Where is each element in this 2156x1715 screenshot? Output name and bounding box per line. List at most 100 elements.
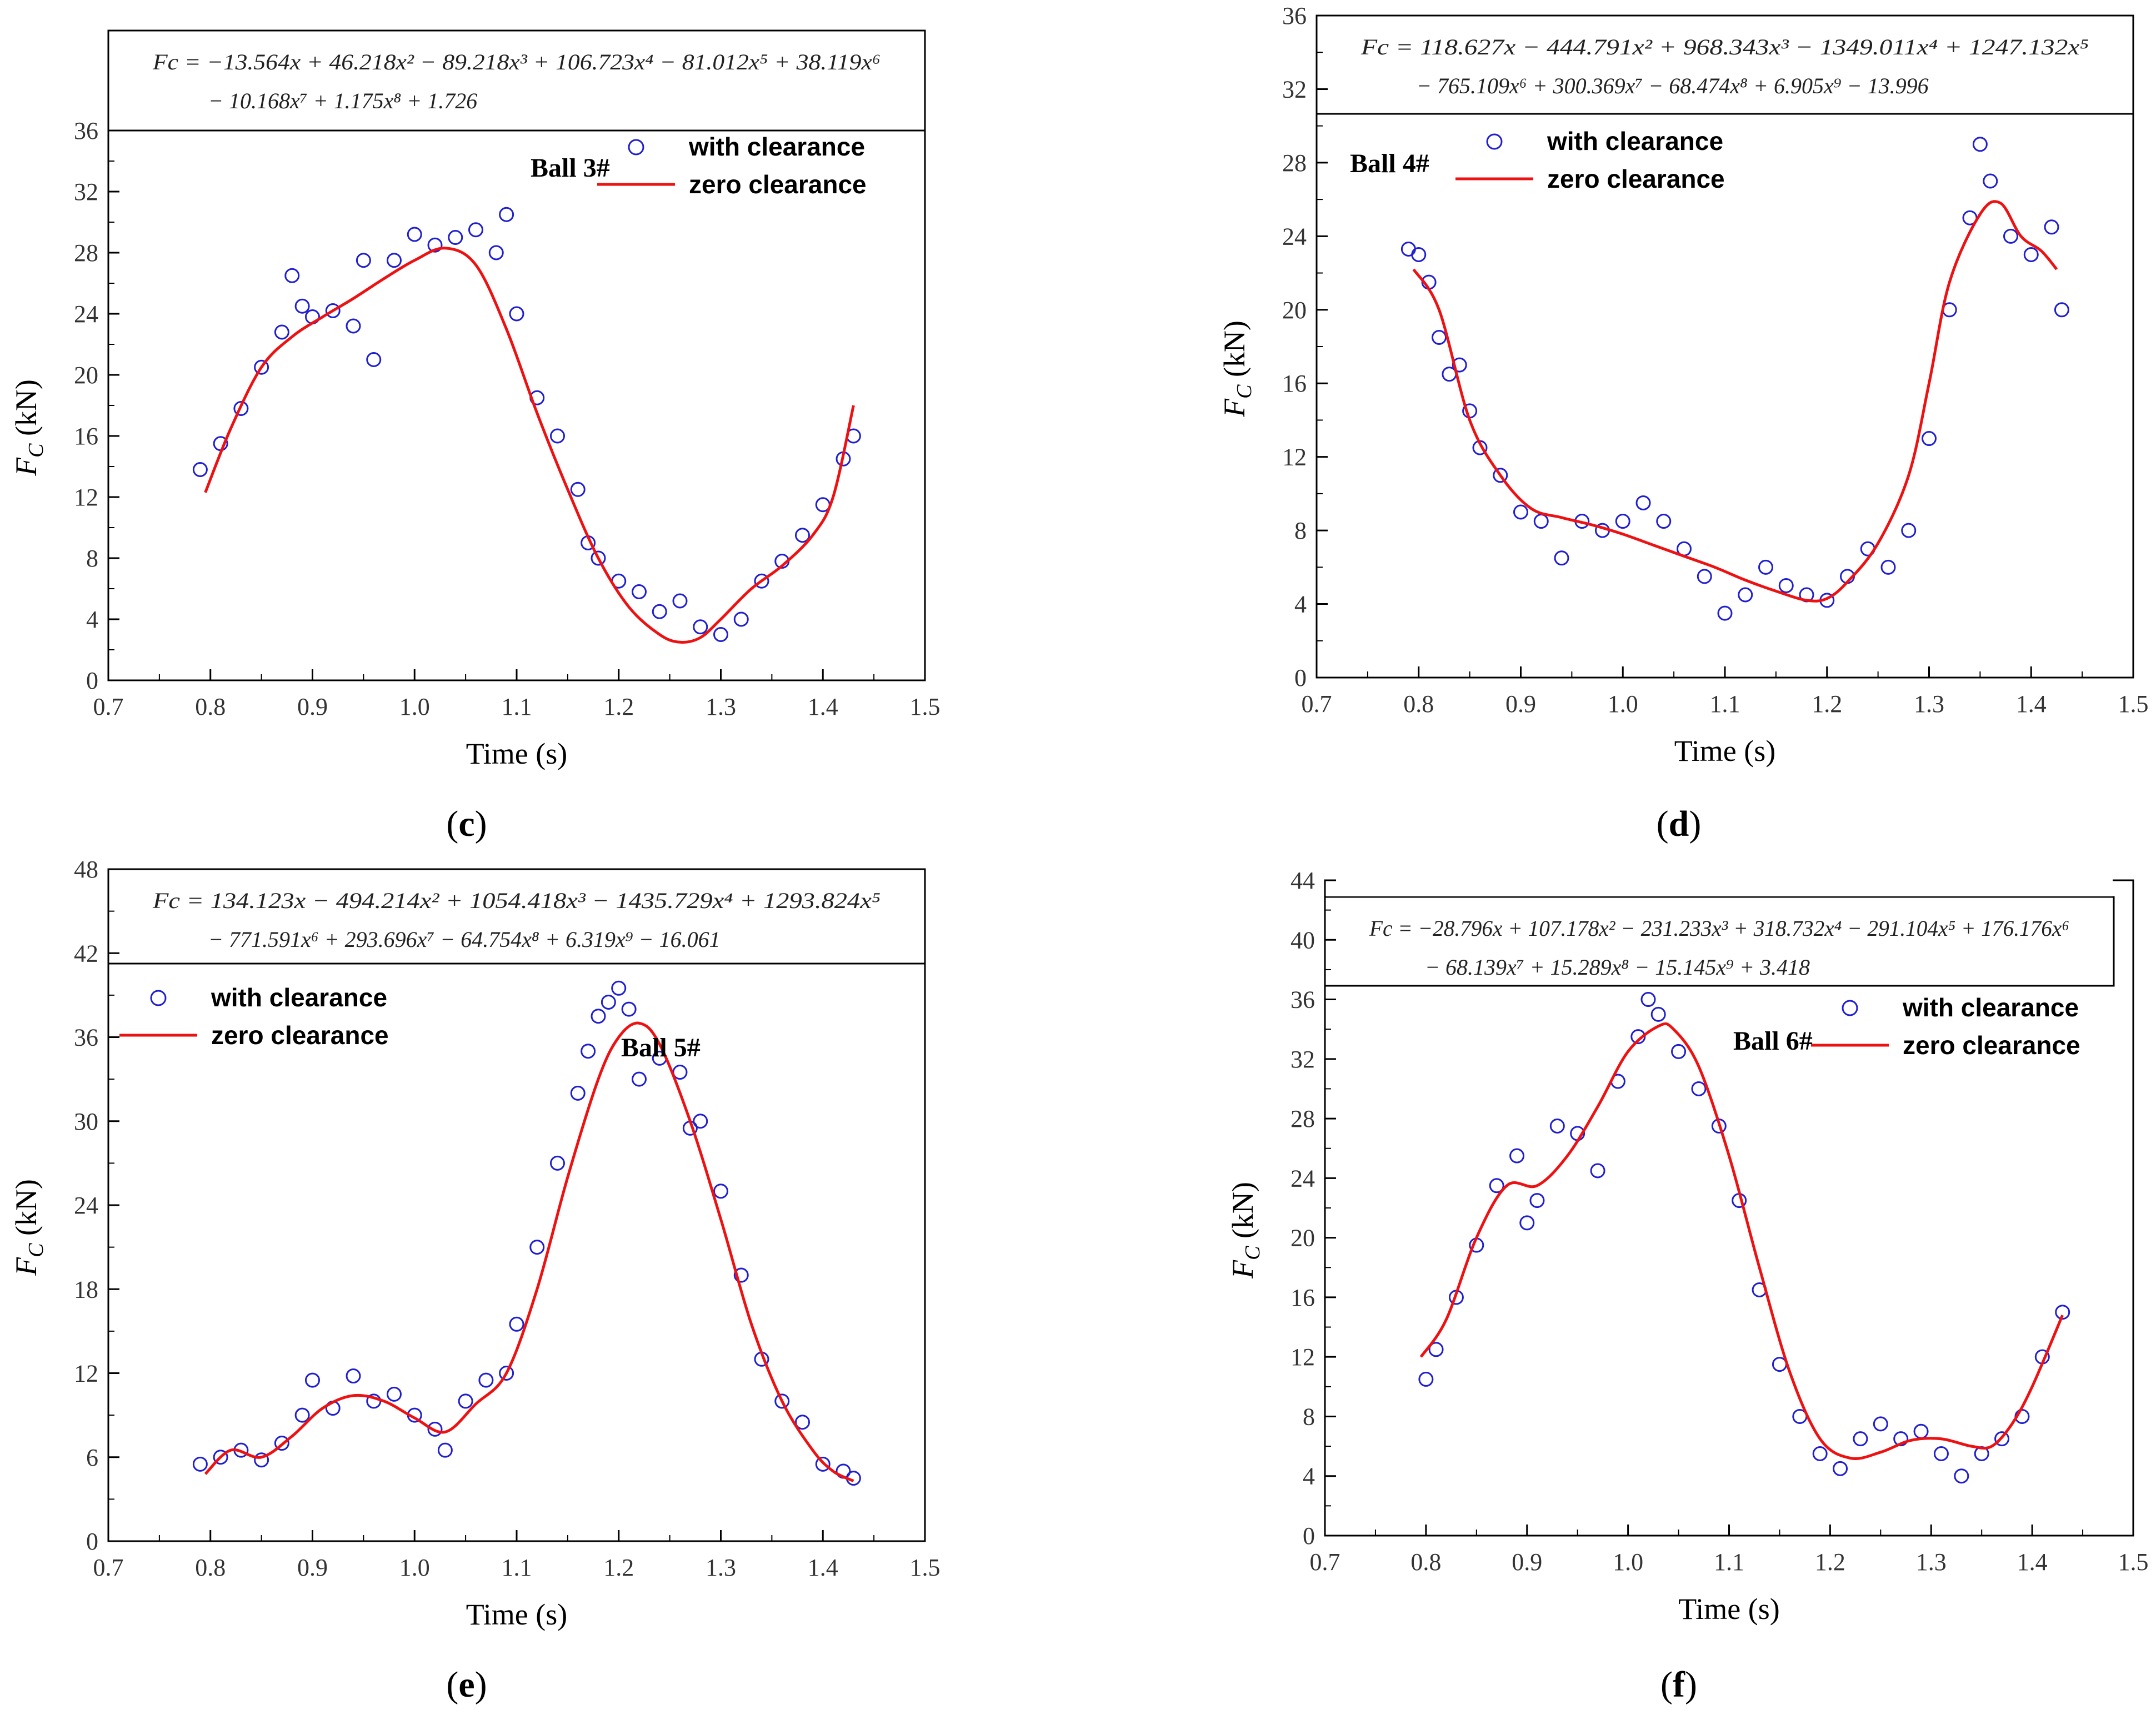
y-axis-label: FC (kN) [9,1179,48,1276]
x-tick-label: 1.0 [1613,1548,1643,1576]
y-tick-label: 30 [74,1108,98,1135]
frame-gap [1326,879,2113,896]
data-point [591,550,606,566]
data-point [550,1155,565,1171]
data-point [1873,1416,1888,1432]
data-point [733,611,749,627]
y-axis-label: FC (kN) [1218,320,1256,418]
data-point [1428,1342,1444,1357]
y-tick-label: 12 [74,484,98,511]
x-axis-label: Time (s) [466,1598,568,1631]
data-point [652,604,667,619]
equation-line: − 765.109x⁶ + 300.369x⁷ − 68.474x⁸ + 6.9… [1417,73,1929,98]
data-point [1452,357,1467,373]
legend-label-zero-clearance: zero clearance [689,170,867,199]
data-point [1922,431,1937,447]
data-point [1933,1446,1949,1461]
data-point [774,1393,790,1409]
data-point [2023,247,2039,262]
plot-frame [1315,14,2134,679]
chart-panel-1: Fc = −13.564x + 46.218x² − 89.218x³ + 10… [9,29,941,844]
data-point [693,1114,708,1129]
legend-label-zero-clearance: zero clearance [1903,1031,2080,1060]
series-line-zero-clearance [1419,1022,2064,1460]
x-tick-label: 1.1 [502,1554,532,1581]
ball-label: Ball 5# [621,1033,701,1062]
y-tick-label: 24 [1282,223,1307,250]
data-point [1650,1006,1666,1022]
data-point [795,1415,810,1430]
y-tick-label: 24 [74,300,98,328]
data-point [387,253,402,268]
data-point [1758,559,1773,575]
x-tick-label: 1.3 [1914,690,1944,718]
data-point [488,245,504,260]
y-tick-label: 32 [74,178,98,205]
legend-marker-scatter [150,990,167,1006]
ball-label: Ball 4# [1350,149,1429,178]
series-with-clearance [192,980,861,1486]
x-tick-label: 1.2 [603,1554,634,1581]
y-tick-label: 16 [1290,1284,1315,1311]
y-tick-label: 36 [1282,2,1307,29]
legend-label-with-clearance: with clearance [1902,993,2079,1022]
equation-box [1315,14,2134,115]
data-point [1509,1148,1525,1164]
data-point [1913,1423,1929,1439]
data-point [713,1184,728,1199]
x-tick-label: 1.0 [399,1554,430,1581]
equation-line: Fc = −28.796x + 107.178x² − 231.233x³ + … [1369,916,2069,941]
y-tick-label: 48 [74,856,98,883]
x-tick-label: 1.2 [1815,1548,1845,1576]
legend-label-with-clearance: with clearance [1547,127,1723,156]
data-point [2044,219,2059,235]
data-point [346,1368,361,1384]
panel-label: (f) [1660,1664,1697,1705]
ball-label: Ball 3# [531,153,610,183]
x-tick-label: 1.0 [1608,690,1638,718]
panel-label: (d) [1657,804,1702,844]
legend-marker-scatter [1842,1000,1858,1016]
data-point [601,994,616,1010]
data-point [254,1452,269,1468]
data-point [672,593,688,609]
x-tick-label: 1.2 [603,693,634,720]
x-axis-label: Time (s) [1678,1592,1780,1626]
legend-marker-scatter [1486,133,1503,150]
x-tick-label: 1.5 [910,1554,941,1581]
x-tick-label: 0.8 [1403,690,1434,718]
series-line-zero-clearance [1412,200,2058,603]
data-point [346,318,361,334]
data-point [815,1456,831,1472]
equation-line: Fc = −13.564x + 46.218x² − 89.218x³ + 10… [152,49,881,74]
legend-label-zero-clearance: zero clearance [1547,164,1725,193]
x-tick-label: 1.3 [1916,1548,1947,1576]
y-tick-label: 12 [1290,1343,1315,1371]
x-tick-label: 1.3 [706,693,736,720]
data-point [2055,1305,2070,1320]
data-point [233,401,249,416]
x-tick-label: 1.1 [1714,1548,1744,1576]
data-point [1671,1044,1687,1059]
data-point [1691,1081,1707,1096]
chart-panel-2: Fc = 118.627x − 444.791x² + 968.343x³ − … [1218,2,2149,844]
data-point [478,1372,494,1388]
x-tick-label: 0.8 [195,693,226,720]
data-point [305,1372,320,1388]
equation-line: − 10.168x⁷ + 1.175x⁸ + 1.726 [208,88,477,113]
data-point [1983,173,1998,189]
x-tick-label: 0.8 [1410,1548,1441,1576]
plot-frame [107,129,926,681]
series-with-clearance [1400,137,2069,621]
legend-label-zero-clearance: zero clearance [211,1021,389,1050]
x-tick-label: 0.7 [93,1554,124,1581]
x-tick-label: 1.5 [2118,1548,2149,1576]
data-point [294,298,310,314]
series-line-zero-clearance [204,247,855,644]
y-tick-label: 36 [74,1024,98,1051]
y-tick-label: 0 [1303,1522,1315,1549]
chart-panel-4: Fc = −28.796x + 107.178x² − 231.233x³ + … [1226,867,2149,1705]
legend-label-with-clearance: with clearance [211,983,387,1012]
data-point [1489,1178,1504,1194]
